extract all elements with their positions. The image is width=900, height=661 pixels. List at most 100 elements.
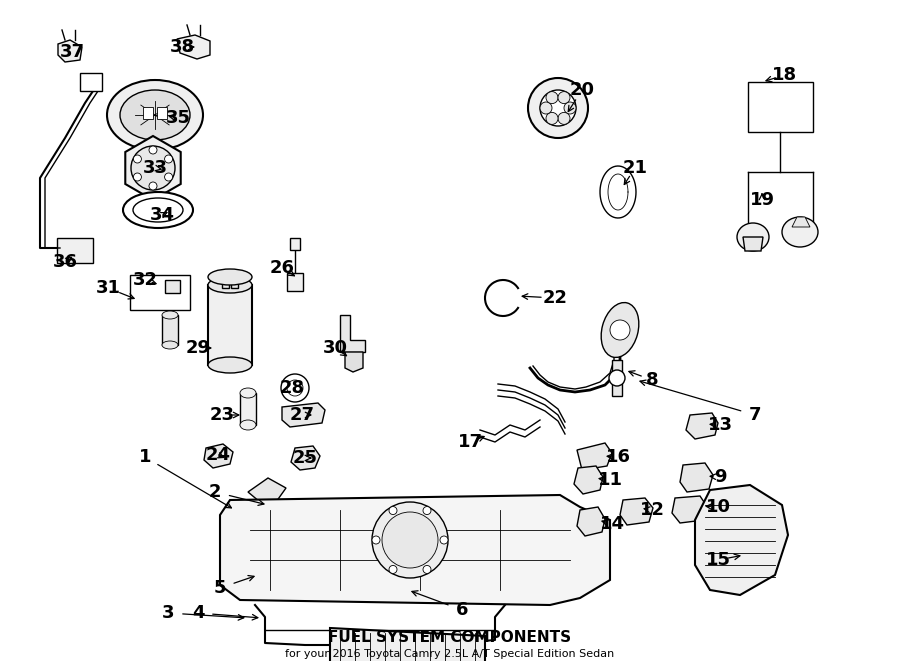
Ellipse shape [133, 198, 183, 222]
Polygon shape [577, 443, 612, 470]
Text: 32: 32 [132, 271, 157, 289]
Polygon shape [204, 444, 233, 468]
Circle shape [558, 92, 570, 104]
Text: 2: 2 [209, 483, 221, 501]
Text: 3: 3 [162, 604, 175, 622]
Polygon shape [282, 403, 325, 427]
Bar [290, 238, 300, 250]
Text: 35: 35 [166, 109, 191, 127]
Ellipse shape [120, 90, 190, 140]
Bar [143, 107, 153, 119]
Polygon shape [125, 136, 181, 200]
Text: 37: 37 [59, 43, 85, 61]
Polygon shape [345, 352, 363, 372]
Polygon shape [177, 35, 210, 59]
Circle shape [149, 182, 157, 190]
Circle shape [558, 112, 570, 124]
Polygon shape [620, 498, 653, 525]
Bar [748, 82, 813, 132]
Circle shape [528, 78, 588, 138]
Text: 12: 12 [640, 501, 664, 519]
Polygon shape [162, 315, 178, 345]
Ellipse shape [162, 311, 178, 319]
Circle shape [287, 380, 303, 396]
Text: 6: 6 [455, 601, 468, 619]
Circle shape [133, 155, 141, 163]
Ellipse shape [208, 269, 252, 285]
Polygon shape [743, 237, 763, 251]
Polygon shape [612, 360, 622, 396]
Text: 18: 18 [772, 66, 797, 84]
Bar [222, 270, 229, 288]
Text: 11: 11 [598, 471, 623, 489]
Polygon shape [248, 478, 286, 502]
Circle shape [610, 320, 630, 340]
Circle shape [389, 565, 397, 574]
Polygon shape [330, 628, 485, 661]
Circle shape [382, 512, 438, 568]
Polygon shape [792, 217, 810, 227]
Polygon shape [574, 466, 603, 494]
Text: 27: 27 [290, 406, 314, 424]
Circle shape [423, 506, 431, 514]
Bar [130, 275, 190, 310]
Circle shape [564, 102, 576, 114]
Bar [208, 285, 252, 365]
Ellipse shape [123, 192, 193, 228]
Text: 1: 1 [139, 448, 151, 466]
Bar [157, 107, 167, 119]
Polygon shape [695, 485, 788, 595]
Circle shape [165, 173, 173, 181]
Ellipse shape [107, 80, 203, 150]
Text: 10: 10 [706, 498, 731, 516]
Text: 31: 31 [95, 279, 121, 297]
Circle shape [609, 370, 625, 386]
Text: 21: 21 [623, 159, 647, 177]
Text: 17: 17 [457, 433, 482, 451]
Text: 9: 9 [714, 468, 726, 486]
Ellipse shape [737, 223, 769, 251]
Ellipse shape [240, 420, 256, 430]
Circle shape [540, 90, 576, 126]
Text: 26: 26 [269, 259, 294, 277]
Circle shape [133, 173, 141, 181]
Text: 13: 13 [707, 416, 733, 434]
Circle shape [372, 502, 448, 578]
Bar [80, 73, 102, 91]
Text: 38: 38 [169, 38, 194, 56]
Ellipse shape [162, 341, 178, 349]
Text: for your 2016 Toyota Camry 2.5L A/T Special Edition Sedan: for your 2016 Toyota Camry 2.5L A/T Spec… [285, 649, 615, 659]
Circle shape [165, 155, 173, 163]
Text: 20: 20 [570, 81, 595, 99]
Bar [287, 273, 303, 291]
Polygon shape [220, 495, 610, 605]
Circle shape [281, 374, 309, 402]
Text: 24: 24 [205, 446, 230, 464]
Text: 22: 22 [543, 289, 568, 307]
Text: 23: 23 [210, 406, 235, 424]
Bar [240, 393, 256, 425]
Ellipse shape [208, 357, 252, 373]
Text: 4: 4 [192, 604, 204, 622]
Text: 19: 19 [750, 191, 775, 209]
Circle shape [131, 146, 175, 190]
Polygon shape [600, 166, 636, 218]
Ellipse shape [601, 303, 639, 358]
Text: 15: 15 [706, 551, 731, 569]
Ellipse shape [208, 277, 252, 293]
Text: 29: 29 [185, 339, 211, 357]
Polygon shape [672, 496, 708, 523]
Text: 36: 36 [52, 253, 77, 271]
Polygon shape [291, 446, 320, 470]
Circle shape [440, 536, 448, 544]
Circle shape [546, 112, 558, 124]
Circle shape [546, 92, 558, 104]
Text: 25: 25 [292, 449, 318, 467]
Polygon shape [165, 280, 180, 293]
Polygon shape [680, 463, 713, 492]
Text: 5: 5 [214, 579, 226, 597]
Ellipse shape [782, 217, 818, 247]
Text: 30: 30 [322, 339, 347, 357]
Polygon shape [340, 315, 365, 352]
Circle shape [423, 565, 431, 574]
